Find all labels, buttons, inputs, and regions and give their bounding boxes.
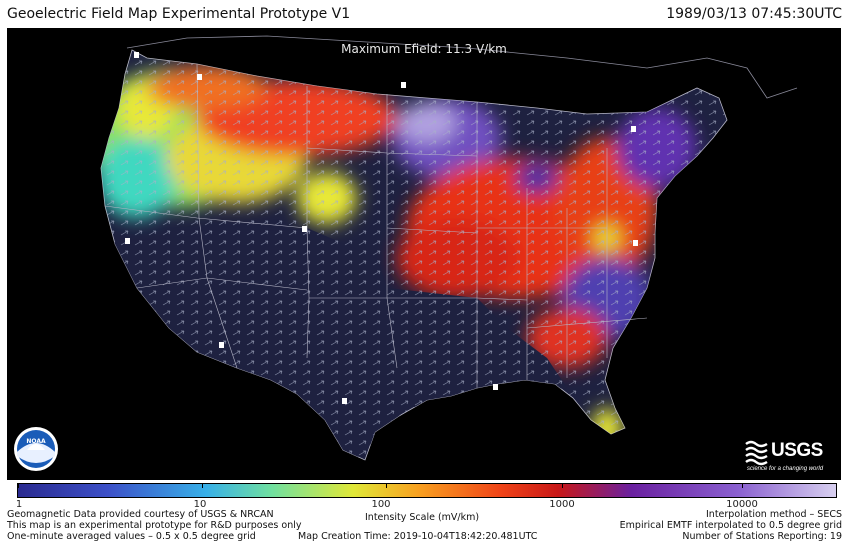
- colorbar-tick-label: 10000: [726, 499, 758, 510]
- usgs-wave-icon: [745, 440, 768, 466]
- station-marker: [302, 226, 307, 232]
- usgs-tagline: science for a changing world: [747, 466, 824, 472]
- usgs-wordmark: USGS: [771, 440, 823, 461]
- map-canvas: [100, 35, 798, 461]
- station-marker: [134, 52, 139, 58]
- footer-grid-line: One-minute averaged values – 0.5 x 0.5 d…: [7, 531, 256, 542]
- footer-credit-line: Geomagnetic Data provided courtesy of US…: [7, 509, 274, 520]
- station-marker: [633, 240, 638, 246]
- intensity-scale-label: Intensity Scale (mV/km): [365, 512, 480, 523]
- colorbar: [17, 483, 837, 498]
- colorbar-tick-label: 100: [371, 499, 391, 510]
- station-marker: [401, 82, 406, 88]
- station-marker: [631, 126, 636, 132]
- usgs-logo: USGS science for a changing world: [745, 438, 837, 478]
- colorbar-tick-label: 1: [15, 499, 23, 510]
- emtf-note: Empirical EMTF interpolated to 0.5 degre…: [619, 520, 842, 531]
- map-timestamp: 1989/03/13 07:45:30UTC: [666, 6, 842, 22]
- canada-outline: [126, 35, 798, 99]
- footer-disclaimer-line: This map is an experimental prototype fo…: [7, 520, 302, 531]
- state-boundaries: [104, 63, 648, 388]
- efield-heatmap: [101, 50, 727, 460]
- stations-reporting: Number of Stations Reporting: 19: [682, 531, 842, 542]
- max-efield-label: Maximum Efield: 11.3 V/km: [341, 42, 507, 56]
- station-markers: [125, 52, 638, 404]
- station-marker: [125, 238, 130, 244]
- colorbar-gradient: [18, 484, 836, 497]
- station-marker: [342, 398, 347, 404]
- map-creation-time: Map Creation Time: 2019-10-04T18:42:20.4…: [298, 531, 538, 542]
- colorbar-tick-label: 10: [193, 499, 207, 510]
- colorbar-tick-label: 1000: [549, 499, 575, 510]
- station-marker: [219, 342, 224, 348]
- noaa-logo-text: NOAA: [26, 438, 46, 445]
- station-marker: [493, 384, 498, 390]
- map-title: Geoelectric Field Map Experimental Proto…: [7, 6, 351, 22]
- interpolation-method: Interpolation method – SECS: [706, 509, 842, 520]
- map-area[interactable]: Maximum Efield: 11.3 V/km NOAA USGS scie…: [7, 28, 841, 480]
- station-marker: [197, 74, 202, 80]
- noaa-logo: NOAA: [13, 426, 59, 472]
